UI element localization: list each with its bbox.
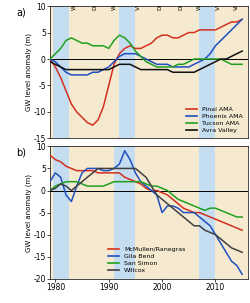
Bar — [114, 146, 136, 279]
Y-axis label: GW level anomaly (m): GW level anomaly (m) — [26, 174, 32, 251]
Y-axis label: GW level anomaly (m): GW level anomaly (m) — [26, 33, 32, 111]
Text: Wet: Wet — [197, 0, 202, 10]
Text: b): b) — [16, 148, 26, 158]
Legend: McMullen/Ranegras, Gila Bend, San Simon, Willcox: McMullen/Ranegras, Gila Bend, San Simon,… — [106, 246, 186, 274]
Text: Wet: Wet — [112, 0, 116, 10]
Text: Dry: Dry — [93, 0, 98, 10]
Text: Var. to: Var. to — [216, 0, 221, 10]
Text: Dry: Dry — [178, 0, 183, 10]
Text: Vary: Vary — [234, 0, 239, 10]
Bar — [200, 6, 216, 138]
Bar — [53, 146, 69, 279]
Legend: Pinal AMA, Phoenix AMA, Tucson AMA, Avra Valley: Pinal AMA, Phoenix AMA, Tucson AMA, Avra… — [185, 105, 244, 134]
Text: Var. to: Var. to — [136, 0, 140, 10]
Text: Wet: Wet — [72, 0, 76, 10]
Bar — [53, 6, 69, 138]
Text: a): a) — [16, 7, 26, 17]
Bar — [200, 146, 216, 279]
Bar — [120, 6, 136, 138]
Text: Dry: Dry — [157, 0, 162, 10]
